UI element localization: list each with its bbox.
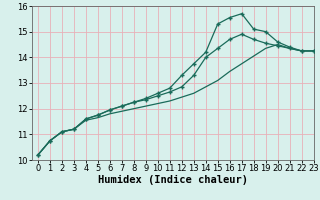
- X-axis label: Humidex (Indice chaleur): Humidex (Indice chaleur): [98, 175, 248, 185]
